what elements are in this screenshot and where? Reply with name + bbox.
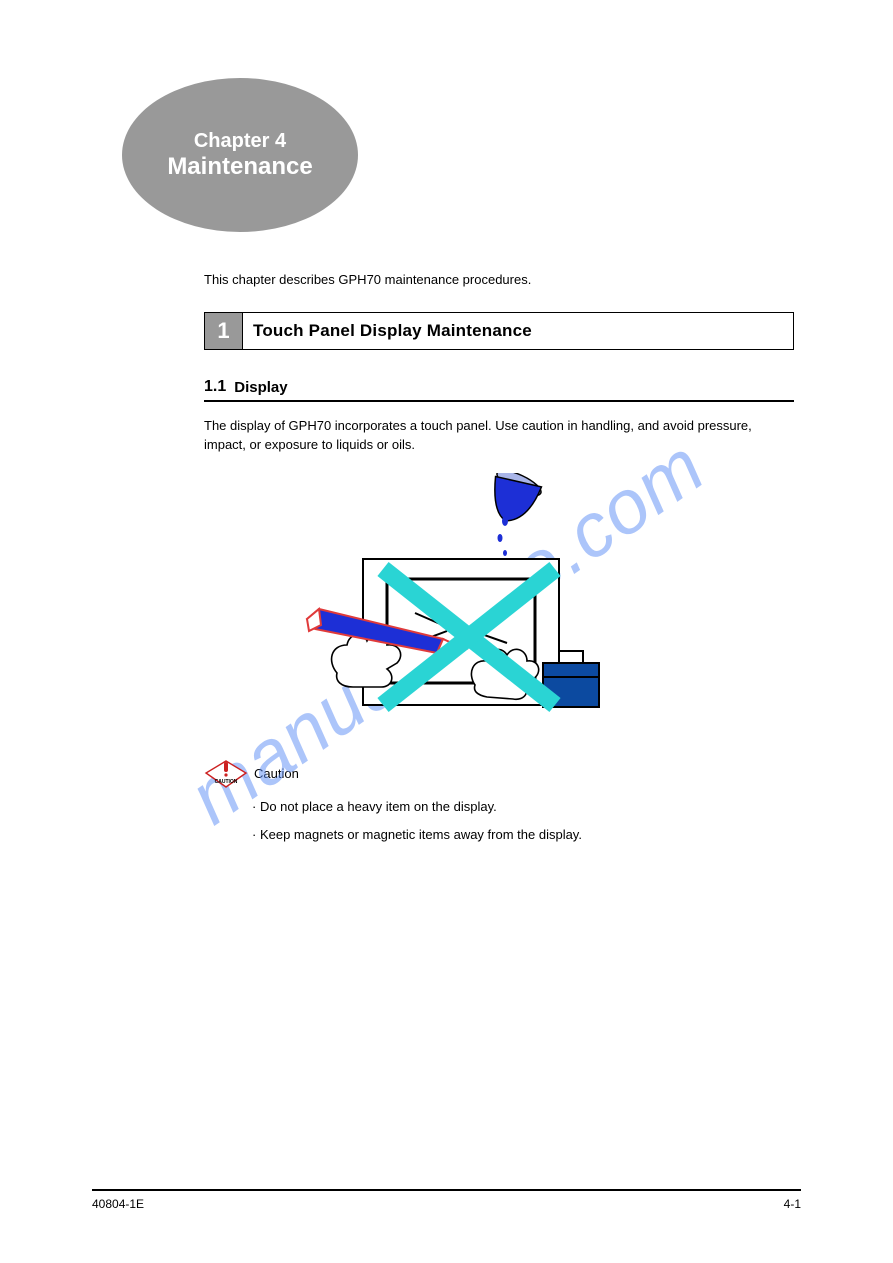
subsection-rule	[204, 400, 794, 402]
caution-line-1: · Do not place a heavy item on the displ…	[252, 797, 801, 818]
intro-paragraph: This chapter describes GPH70 maintenance…	[204, 270, 794, 290]
page: manualshive.com Chapter 4 Maintenance Th…	[0, 0, 893, 1263]
chapter-word: Chapter	[194, 130, 270, 152]
caution-line-2: · Keep magnets or magnetic items away fr…	[252, 825, 801, 846]
warning-figure	[287, 473, 607, 737]
subsection-title: Display	[234, 379, 287, 396]
warning-figure-svg	[287, 473, 607, 737]
footer-rule	[92, 1189, 801, 1191]
chapter-badge: Chapter 4 Maintenance	[122, 78, 358, 232]
footer-left: 40804-1E	[92, 1197, 144, 1211]
chapter-number: 4	[275, 130, 286, 152]
caution-icon: CAUTION	[204, 759, 248, 789]
caution-label: Caution	[254, 766, 299, 781]
caution-row: CAUTION Caution	[204, 759, 801, 789]
footer-right: 4-1	[784, 1197, 801, 1211]
chapter-title: Maintenance	[167, 153, 312, 181]
section-title: Touch Panel Display Maintenance	[243, 313, 793, 349]
chapter-ellipse: Chapter 4 Maintenance	[122, 78, 358, 232]
subsection-number: 1.1	[204, 378, 226, 396]
subsection-heading: 1.1 Display	[204, 378, 794, 396]
section-number: 1	[205, 313, 243, 349]
svg-text:CAUTION: CAUTION	[215, 779, 238, 785]
footer-row: 40804-1E 4-1	[92, 1197, 801, 1211]
page-footer: 40804-1E 4-1	[92, 1189, 801, 1211]
subsection: 1.1 Display The display of GPH70 incorpo…	[204, 378, 794, 455]
subsection-body: The display of GPH70 incorporates a touc…	[204, 416, 794, 455]
section-heading-bar: 1 Touch Panel Display Maintenance	[204, 312, 794, 350]
bucket-icon	[480, 473, 544, 556]
chapter-line1: Chapter 4	[194, 130, 286, 153]
